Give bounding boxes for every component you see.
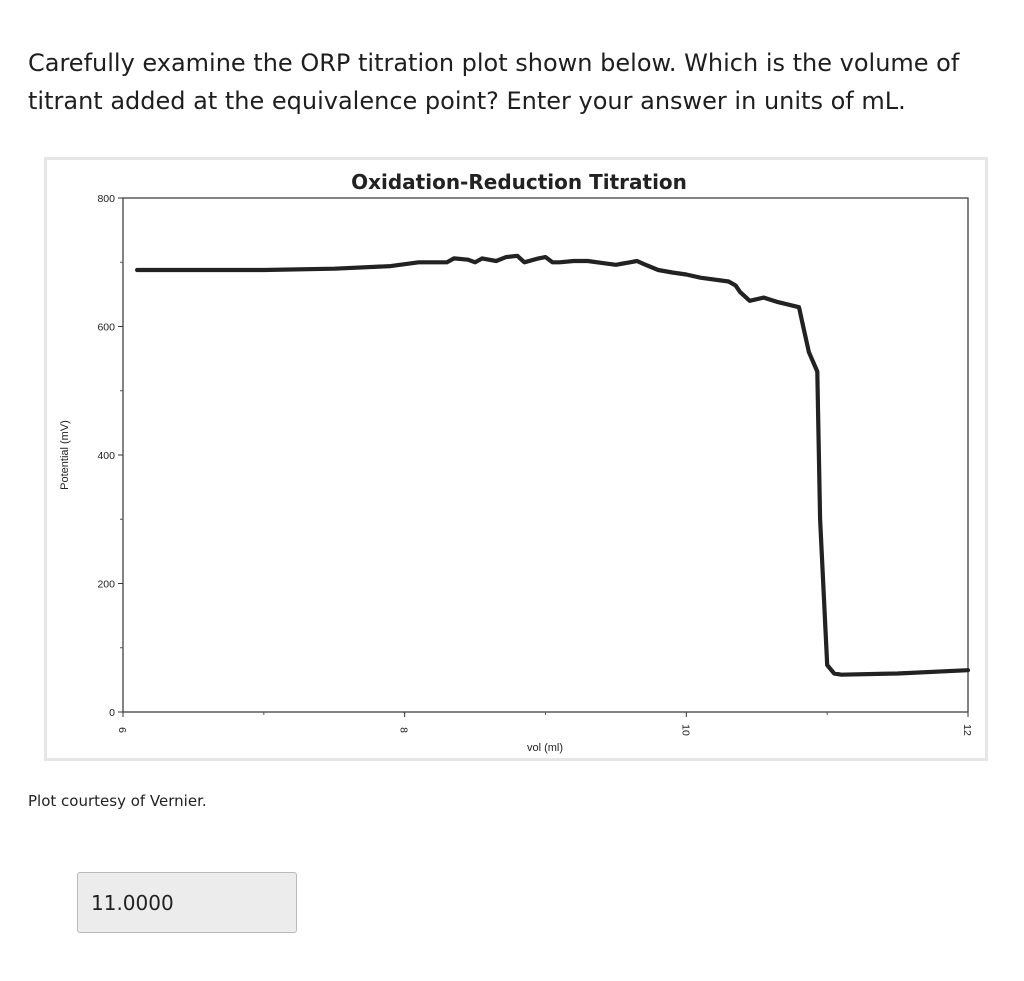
x-tick-label: 12 — [961, 724, 973, 736]
x-axis: 6 8 10 12 — [116, 712, 973, 736]
y-tick-label: 600 — [97, 322, 115, 334]
series-line — [135, 253, 971, 677]
chart-title: Oxidation-Reduction Titration — [351, 170, 687, 194]
y-tick-label: 0 — [109, 707, 115, 719]
plot-frame — [122, 197, 969, 713]
x-tick-label: 8 — [398, 727, 410, 733]
titration-chart: Oxidation-Reduction Titration 0 200 400 600… — [59, 170, 973, 754]
y-tick-label: 800 — [97, 193, 115, 205]
y-tick-label: 400 — [97, 450, 115, 462]
y-axis: 0 200 400 600 800 — [97, 193, 123, 719]
question-text: Carefully examine the ORP titration plot… — [28, 49, 960, 115]
x-axis-label: vol (ml) — [527, 742, 563, 754]
x-tick-label: 10 — [679, 724, 691, 736]
chart-panel: Oxidation-Reduction Titration 0 200 400 600… — [44, 157, 988, 761]
x-tick-label: 6 — [116, 727, 128, 733]
y-axis-label: Potential (mV) — [59, 420, 71, 490]
answer-input[interactable] — [77, 872, 297, 933]
y-tick-label: 200 — [97, 579, 115, 591]
plot-credit: Plot courtesy of Vernier. — [28, 792, 207, 810]
